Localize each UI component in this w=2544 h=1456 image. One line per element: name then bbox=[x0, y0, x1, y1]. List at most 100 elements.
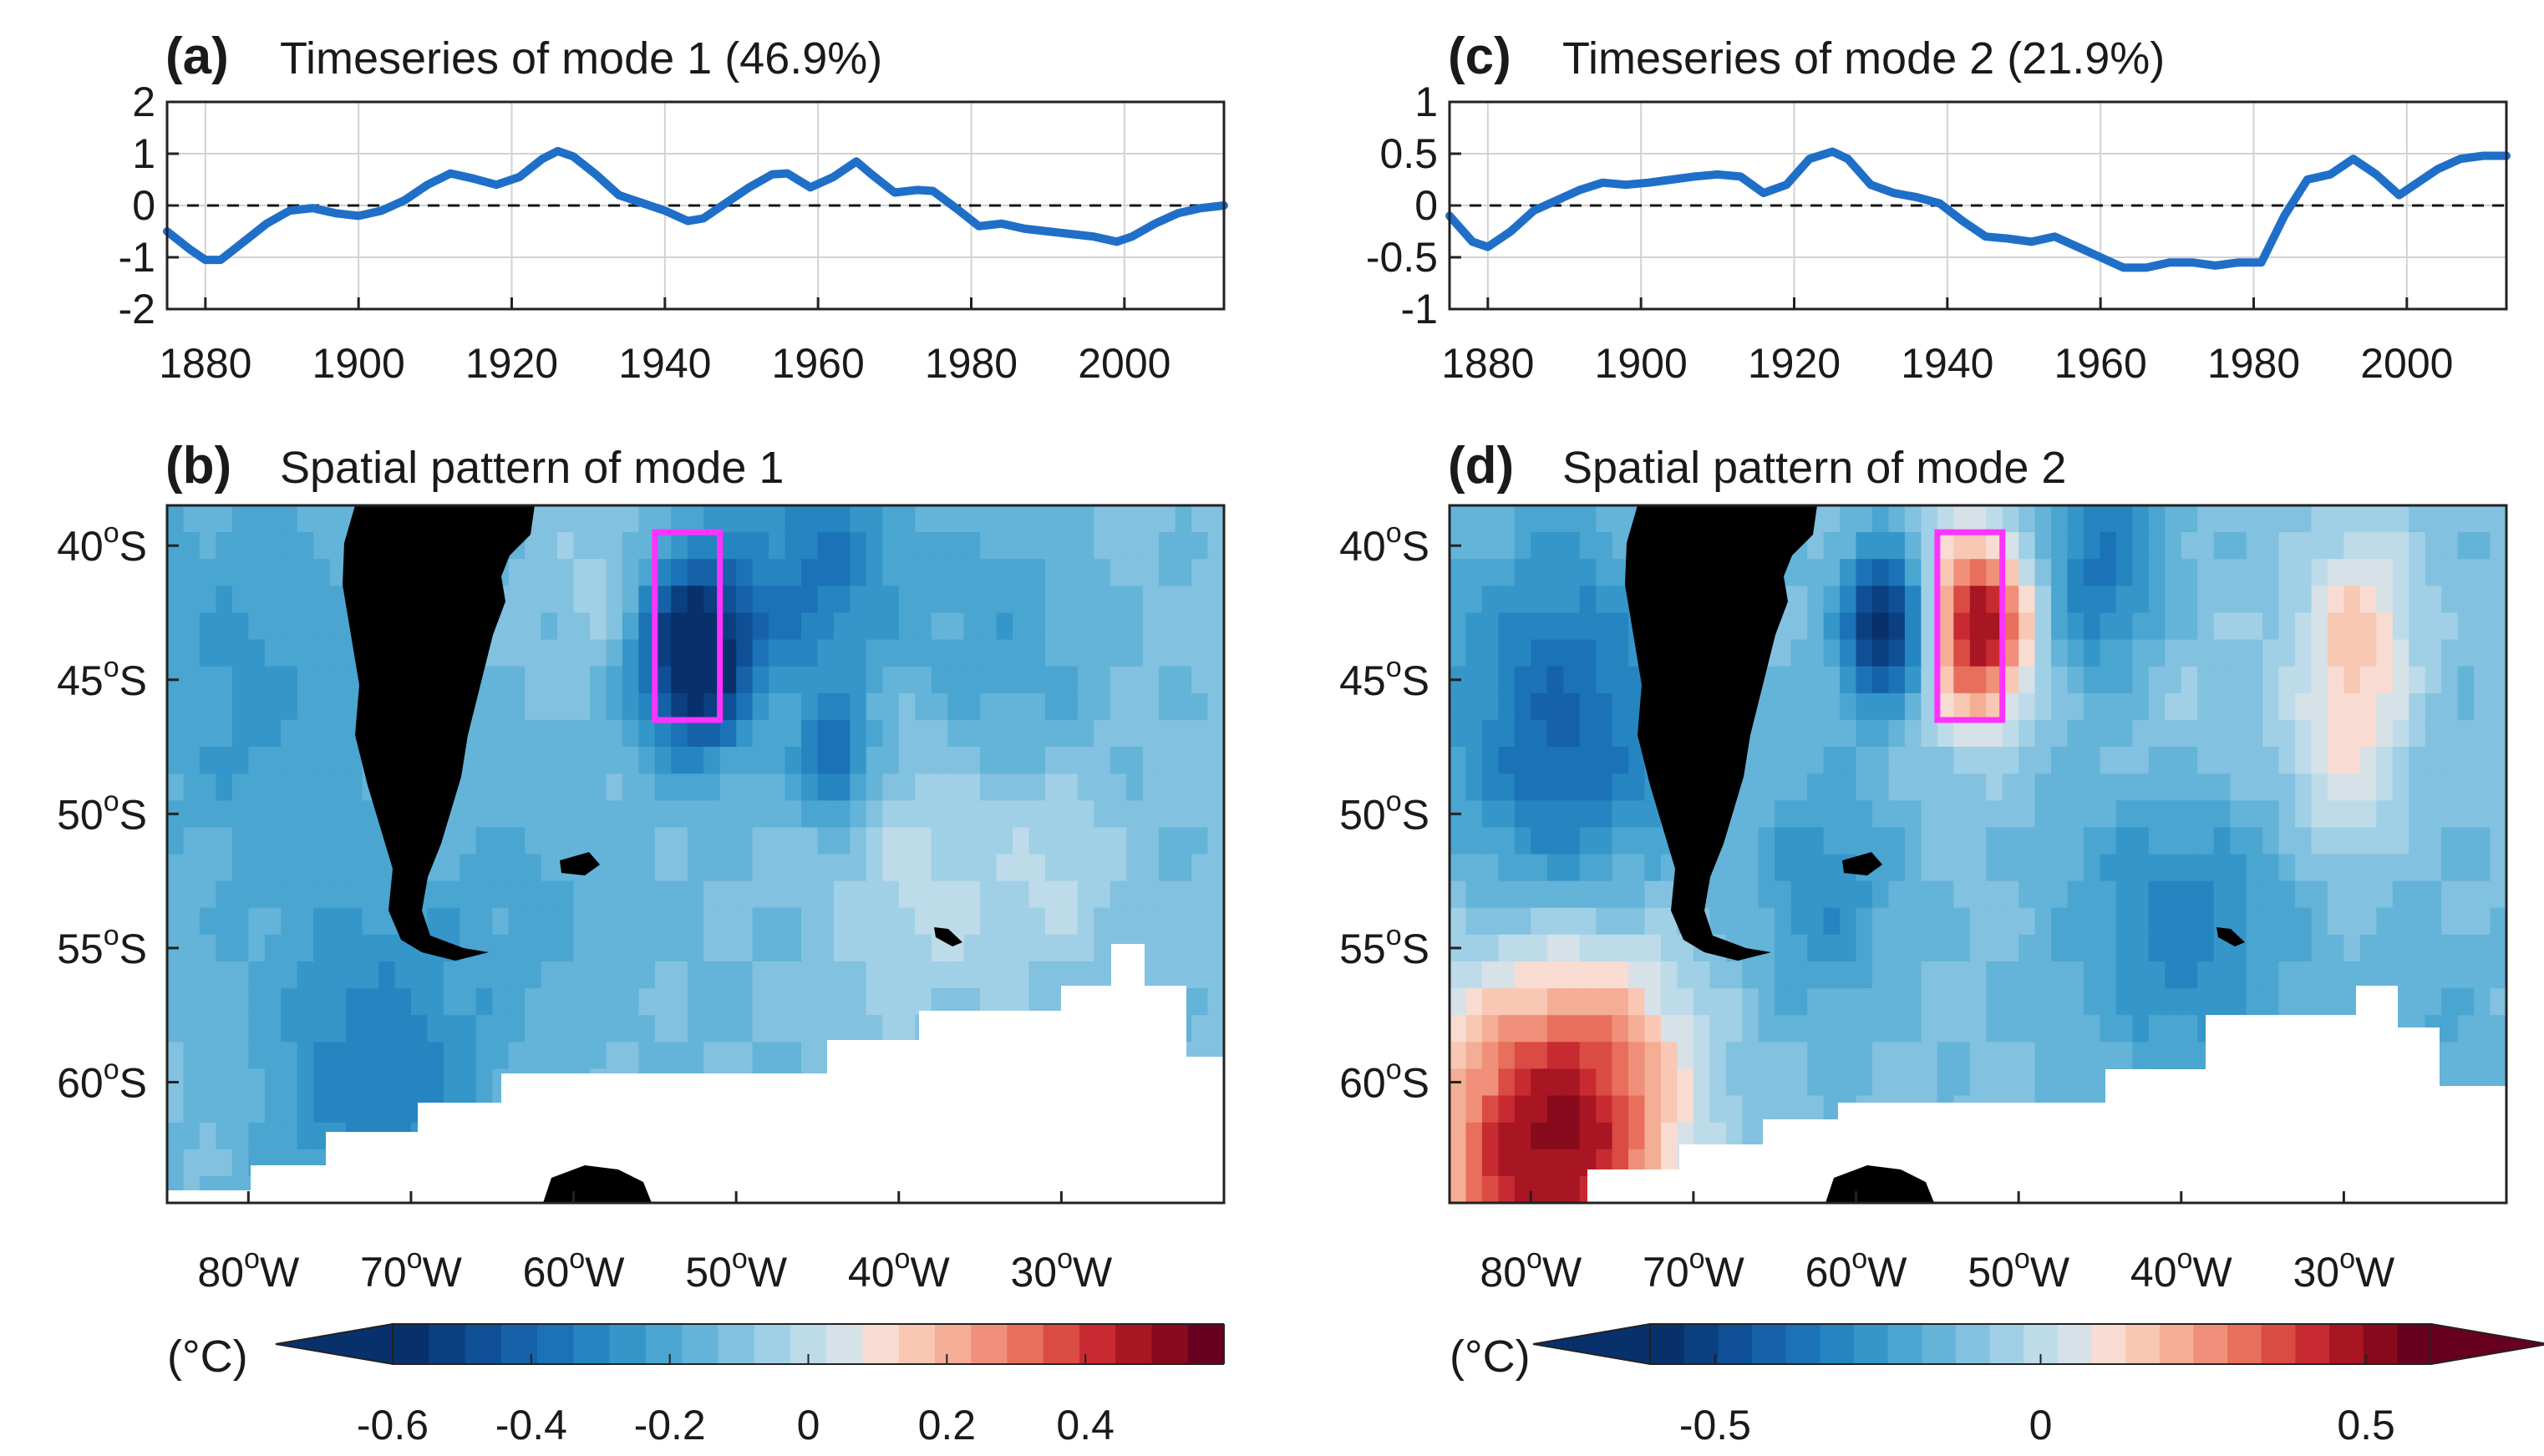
sst-cell bbox=[1986, 586, 2003, 614]
sst-cell bbox=[1856, 666, 1873, 694]
sst-cell bbox=[1840, 1042, 1857, 1070]
sst-cell bbox=[622, 505, 640, 533]
colorbar-swatch bbox=[2363, 1324, 2398, 1364]
sst-cell bbox=[1126, 827, 1144, 855]
y-tick-label: -1 bbox=[119, 234, 155, 281]
sst-cell bbox=[2181, 907, 2199, 936]
sst-cell bbox=[1677, 1095, 1694, 1124]
sst-cell bbox=[606, 800, 623, 829]
panel-c-label: (c) bbox=[1448, 28, 1511, 85]
sst-cell bbox=[915, 532, 932, 560]
sst-cell bbox=[801, 639, 819, 667]
sst-cell bbox=[1693, 1068, 1711, 1097]
sst-cell bbox=[525, 907, 542, 936]
sst-cell bbox=[541, 961, 558, 989]
sst-cell bbox=[963, 719, 981, 748]
sst-cell bbox=[508, 586, 526, 614]
sst-cell bbox=[1175, 612, 1192, 641]
sst-cell bbox=[2034, 1042, 2052, 1070]
sst-cell bbox=[1986, 854, 2003, 882]
sst-cell bbox=[736, 961, 754, 989]
sst-cell bbox=[1061, 559, 1079, 587]
sst-cell bbox=[687, 586, 705, 614]
lon-value: 40 bbox=[848, 1249, 895, 1296]
colorbar-swatch bbox=[1115, 1324, 1153, 1364]
sst-cell bbox=[785, 827, 802, 855]
sst-cell bbox=[687, 559, 705, 587]
sst-cell bbox=[1094, 747, 1111, 774]
sst-cell bbox=[898, 505, 917, 533]
sst-cell bbox=[622, 639, 640, 667]
sst-cell bbox=[1028, 774, 1046, 802]
sst-cell bbox=[1937, 1068, 1955, 1097]
sst-cell bbox=[1953, 1015, 1971, 1043]
sst-cell bbox=[443, 1042, 461, 1070]
sst-cell bbox=[980, 559, 998, 587]
sst-cell bbox=[199, 532, 217, 560]
sst-cell bbox=[2034, 747, 2052, 774]
colorbar-extend-right bbox=[2430, 1322, 2544, 1366]
sst-cell bbox=[541, 988, 558, 1016]
sst-cell bbox=[1823, 880, 1841, 909]
sst-cell bbox=[2441, 692, 2459, 721]
sst-cell bbox=[2100, 774, 2117, 802]
sst-cell bbox=[297, 612, 314, 641]
sst-cell bbox=[1094, 827, 1111, 855]
sst-cell bbox=[769, 719, 786, 748]
sst-cell bbox=[638, 532, 656, 560]
hemisphere: S bbox=[119, 657, 147, 704]
sst-cell bbox=[671, 692, 688, 721]
sst-cell bbox=[2441, 612, 2459, 641]
sst-cell bbox=[1921, 639, 1938, 667]
sst-cell bbox=[1450, 988, 1467, 1016]
sst-cell bbox=[1872, 774, 1890, 802]
sst-cell bbox=[1061, 719, 1079, 748]
sst-cell bbox=[947, 586, 965, 614]
sst-cell bbox=[1790, 800, 1808, 829]
sst-cell bbox=[346, 988, 363, 1016]
sst-cell bbox=[573, 827, 591, 855]
sst-cell bbox=[2148, 532, 2166, 560]
sst-cell bbox=[1013, 612, 1030, 641]
sst-cell bbox=[1546, 854, 1565, 882]
sst-cell bbox=[1563, 988, 1581, 1016]
sst-cell bbox=[2230, 907, 2247, 936]
sst-cell bbox=[2034, 559, 2052, 587]
sst-cell bbox=[297, 666, 314, 694]
sst-cell bbox=[231, 774, 250, 802]
colorbar-swatch bbox=[1718, 1324, 1753, 1364]
sst-cell bbox=[2132, 934, 2150, 962]
sst-cell bbox=[1579, 1095, 1597, 1124]
sst-cell bbox=[167, 586, 185, 614]
sst-cell bbox=[2409, 961, 2426, 989]
sst-cell bbox=[508, 800, 526, 829]
sst-cell bbox=[2327, 747, 2345, 774]
sst-cell bbox=[264, 880, 282, 909]
sst-cell bbox=[2490, 612, 2506, 641]
sst-cell bbox=[719, 880, 737, 909]
sst-cell bbox=[622, 719, 640, 748]
sst-cell bbox=[460, 854, 477, 882]
sst-cell bbox=[963, 666, 981, 694]
sst-cell bbox=[2165, 612, 2182, 641]
sst-cell bbox=[248, 1042, 266, 1070]
sst-cell bbox=[1823, 854, 1841, 882]
sst-cell bbox=[606, 907, 623, 936]
sst-cell bbox=[1872, 800, 1890, 829]
sst-cell bbox=[2343, 934, 2361, 962]
sst-cell bbox=[947, 505, 965, 533]
sst-cell bbox=[1986, 532, 2003, 560]
x-tick-label: 1920 bbox=[1748, 340, 1841, 387]
sst-cell bbox=[2051, 586, 2069, 614]
panel-b-highlight-box bbox=[652, 529, 724, 723]
sst-cell bbox=[1872, 961, 1890, 989]
sst-cell bbox=[1612, 988, 1629, 1016]
sst-cell bbox=[1937, 1042, 1955, 1070]
sst-cell bbox=[2409, 639, 2426, 667]
sst-cell bbox=[996, 505, 1013, 533]
sst-cell bbox=[817, 639, 835, 667]
sst-cell bbox=[264, 827, 282, 855]
sst-cell bbox=[1807, 827, 1825, 855]
sst-cell bbox=[1953, 800, 1971, 829]
sst-cell bbox=[2148, 961, 2166, 989]
